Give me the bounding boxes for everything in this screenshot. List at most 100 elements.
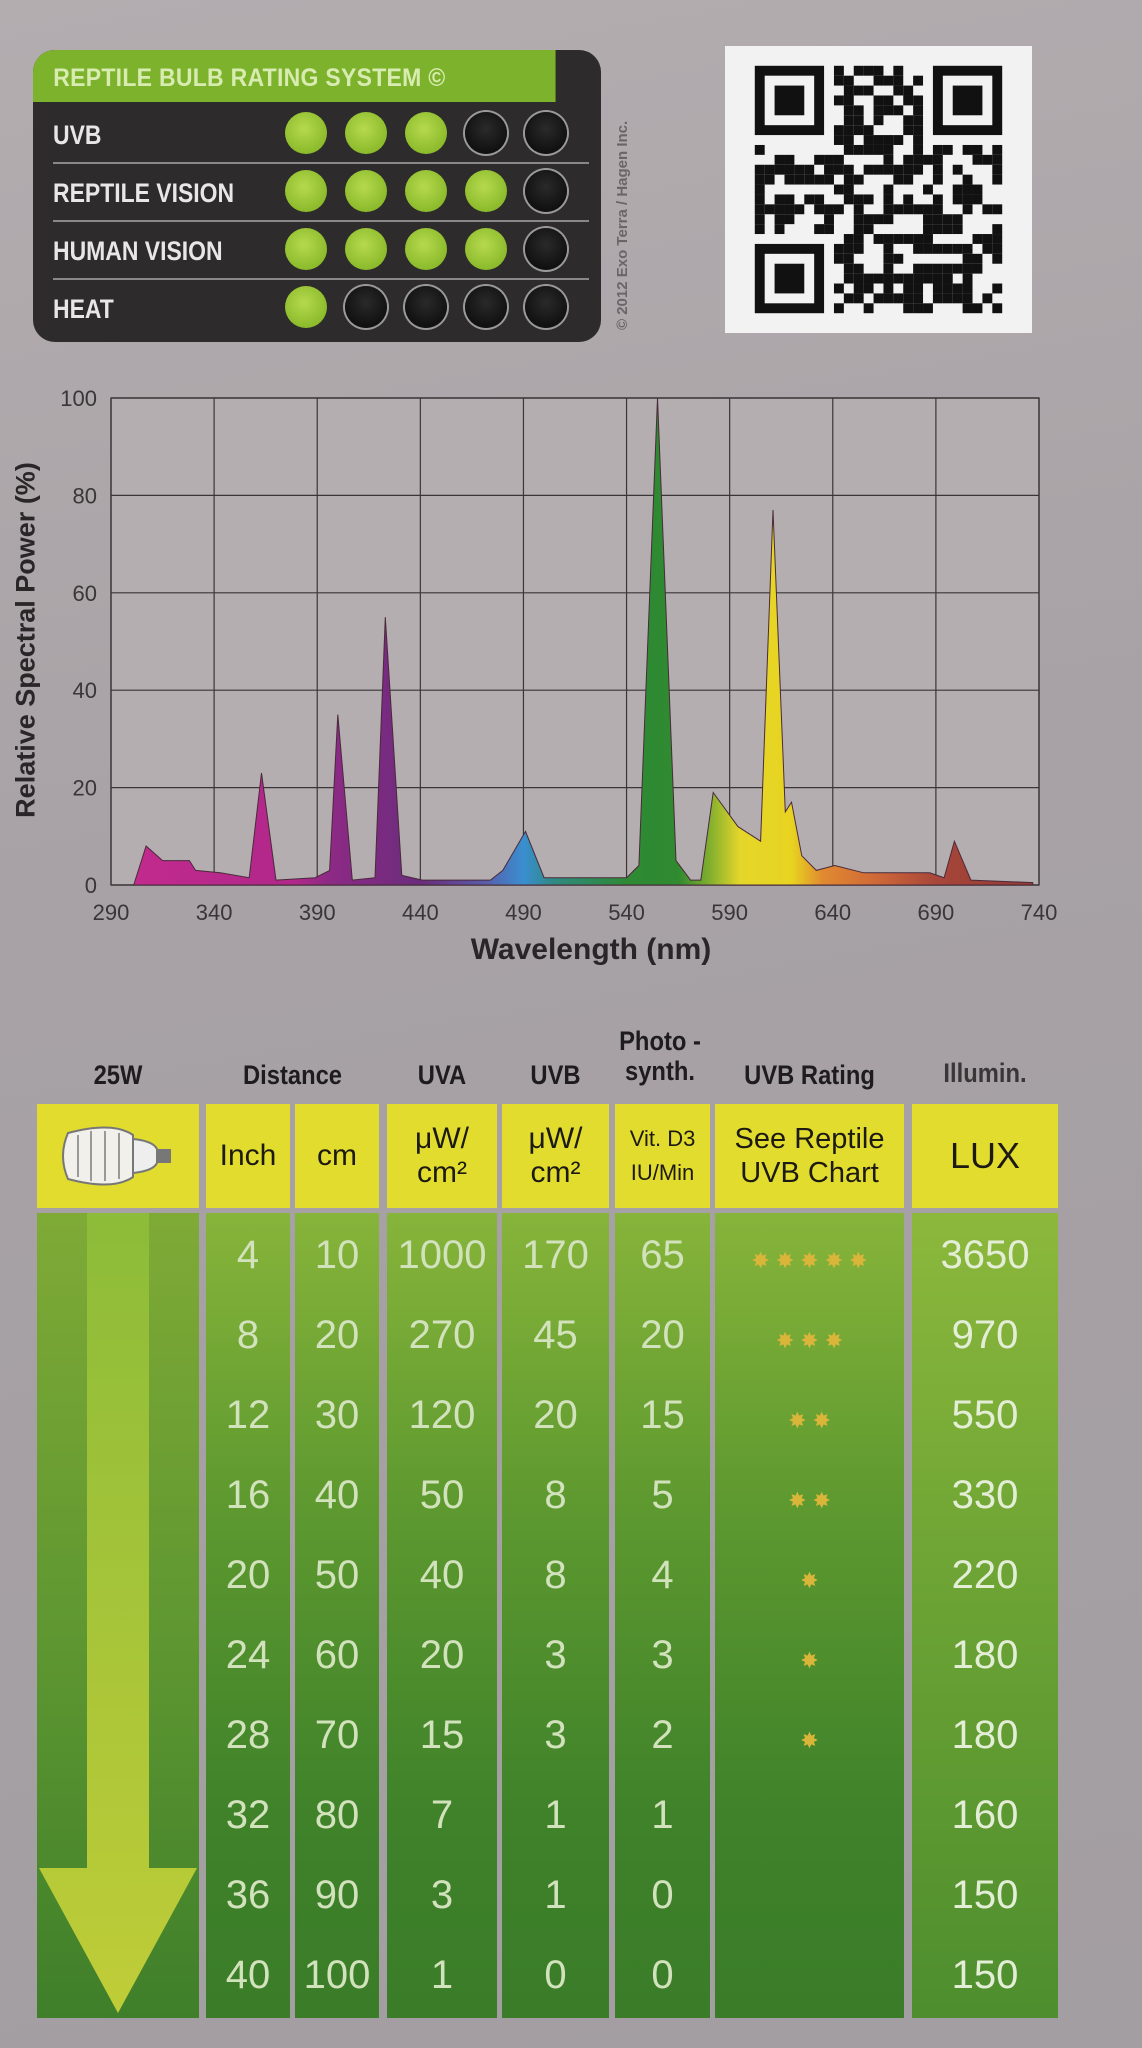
uva-unit: μW/ cm² — [387, 1104, 497, 1208]
table-cell-inch: 20 — [225, 1553, 271, 1597]
x-axis-label: Wavelength (nm) — [470, 933, 712, 966]
table-cell-inch: 32 — [225, 1793, 271, 1837]
table-cell-vitd3: 2 — [651, 1713, 674, 1757]
table-cell-stars: ✸ ✸ — [715, 1375, 904, 1455]
divider — [53, 162, 589, 164]
x-tick-label: 340 — [196, 900, 233, 925]
table-cell-stars — [715, 1855, 904, 1935]
rating-dot-filled — [405, 170, 447, 212]
table-cell-lux: 160 — [951, 1793, 1019, 1837]
star-icon: ✸ — [788, 1408, 807, 1433]
x-tick-label: 590 — [711, 900, 748, 925]
rating-label: HUMAN VISION — [53, 236, 223, 266]
star-icon: ✸ — [812, 1488, 831, 1513]
table-cell-vitd3: 3 — [651, 1633, 674, 1677]
star-icon: ✸ — [800, 1728, 819, 1753]
rating-dot-filled — [345, 112, 387, 154]
table-cell-uvb: 170 — [522, 1233, 589, 1277]
star-icon: ✸ — [800, 1328, 819, 1353]
table-cell-lux: 330 — [951, 1473, 1019, 1517]
table-cell-stars: ✸ ✸ — [715, 1455, 904, 1535]
table-cell-vitd3: 65 — [640, 1233, 685, 1277]
table-cell-stars: ✸ ✸ ✸ ✸ ✸ — [715, 1215, 904, 1295]
star-icon: ✸ — [812, 1408, 831, 1433]
table-cell-cm: 90 — [314, 1873, 360, 1917]
x-tick-label: 690 — [918, 900, 955, 925]
table-cell-stars — [715, 1775, 904, 1855]
rating-dot-empty — [345, 286, 387, 328]
table-cell-uva: 1 — [430, 1953, 454, 1997]
table-cell-stars: ✸ ✸ ✸ — [715, 1295, 904, 1375]
distance-arrow-column — [37, 1213, 199, 2018]
cm-unit: cm — [295, 1104, 379, 1208]
table-cell-uva: 20 — [419, 1633, 465, 1677]
table-cell-inch: 24 — [225, 1633, 271, 1677]
table-column-vitd3 — [615, 1213, 710, 2018]
star-icon: ✸ — [849, 1248, 868, 1273]
x-tick-label: 540 — [608, 900, 645, 925]
table-cell-vitd3: 4 — [651, 1553, 674, 1597]
header-distance: Distance — [242, 1060, 343, 1090]
table-cell-cm: 40 — [314, 1473, 360, 1517]
divider — [53, 278, 589, 280]
star-icon: ✸ — [824, 1328, 844, 1353]
table-cell-uva: 15 — [419, 1713, 465, 1757]
table-cell-uvb: 8 — [544, 1553, 567, 1597]
table-cell-cm: 100 — [303, 1953, 371, 1997]
x-tick-label: 440 — [402, 900, 439, 925]
rating-dot-filled — [345, 170, 387, 212]
rating-row: HUMAN VISION — [33, 222, 601, 280]
y-tick-label: 60 — [73, 581, 97, 606]
x-tick-label: 490 — [505, 900, 542, 925]
x-tick-label: 290 — [93, 900, 130, 925]
table-cell-vitd3: 20 — [640, 1313, 685, 1357]
table-cell-vitd3: 0 — [651, 1953, 674, 1997]
rating-dot-filled — [345, 228, 387, 270]
header-uvb: UVB — [530, 1060, 581, 1090]
table-cell-uva: 7 — [430, 1793, 454, 1837]
rating-label: UVB — [53, 120, 102, 150]
table-cell-stars: ✸ — [715, 1535, 904, 1615]
down-arrow-icon — [39, 1213, 197, 2013]
table-cell-uva: 1000 — [397, 1233, 487, 1277]
rating-row: HEAT — [33, 280, 601, 338]
table-cell-vitd3: 5 — [651, 1473, 674, 1517]
rating-label: HEAT — [53, 294, 114, 324]
table-cell-vitd3: 1 — [651, 1793, 674, 1837]
y-tick-label: 20 — [73, 776, 97, 801]
table-cell-inch: 28 — [225, 1713, 271, 1757]
bulb-header-cell — [37, 1104, 199, 1208]
table-cell-lux: 970 — [951, 1313, 1019, 1357]
y-tick-label: 100 — [60, 386, 97, 411]
rating-label: REPTILE VISION — [53, 178, 235, 208]
y-axis-label: Relative Spectral Power (%) — [10, 462, 41, 818]
table-cell-lux: 150 — [951, 1873, 1019, 1917]
table-cell-inch: 40 — [225, 1953, 271, 1997]
rating-dot-filled — [285, 170, 327, 212]
rating-dot-filled — [465, 170, 507, 212]
table-cell-uvb: 3 — [544, 1633, 567, 1677]
table-cell-cm: 70 — [314, 1713, 360, 1757]
table-cell-inch: 16 — [225, 1473, 271, 1517]
plot-area — [110, 397, 1040, 886]
table-cell-cm: 20 — [314, 1313, 360, 1357]
lux-unit: LUX — [912, 1104, 1058, 1208]
table-cell-inch: 8 — [236, 1313, 260, 1357]
star-icon: ✸ — [800, 1248, 819, 1273]
header-illumination: Illumin. — [943, 1058, 1027, 1088]
cfl-bulb-icon — [62, 1126, 171, 1186]
rating-dot-filled — [405, 112, 447, 154]
table-cell-vitd3: 15 — [640, 1393, 685, 1437]
divider — [53, 220, 589, 222]
table-cell-cm: 10 — [314, 1233, 360, 1277]
rating-panel-title: REPTILE BULB RATING SYSTEM © — [33, 50, 556, 102]
y-tick-label: 0 — [85, 873, 97, 898]
qr-code-icon — [725, 46, 1032, 333]
rating-dot-empty — [525, 112, 567, 154]
x-tick-label: 740 — [1021, 900, 1058, 925]
rating-dot-filled — [285, 112, 327, 154]
table-cell-inch: 4 — [236, 1233, 260, 1277]
header-wattage: 25W — [93, 1060, 143, 1090]
table-cell-uva: 40 — [419, 1553, 465, 1597]
table-cell-stars: ✸ — [715, 1695, 904, 1775]
